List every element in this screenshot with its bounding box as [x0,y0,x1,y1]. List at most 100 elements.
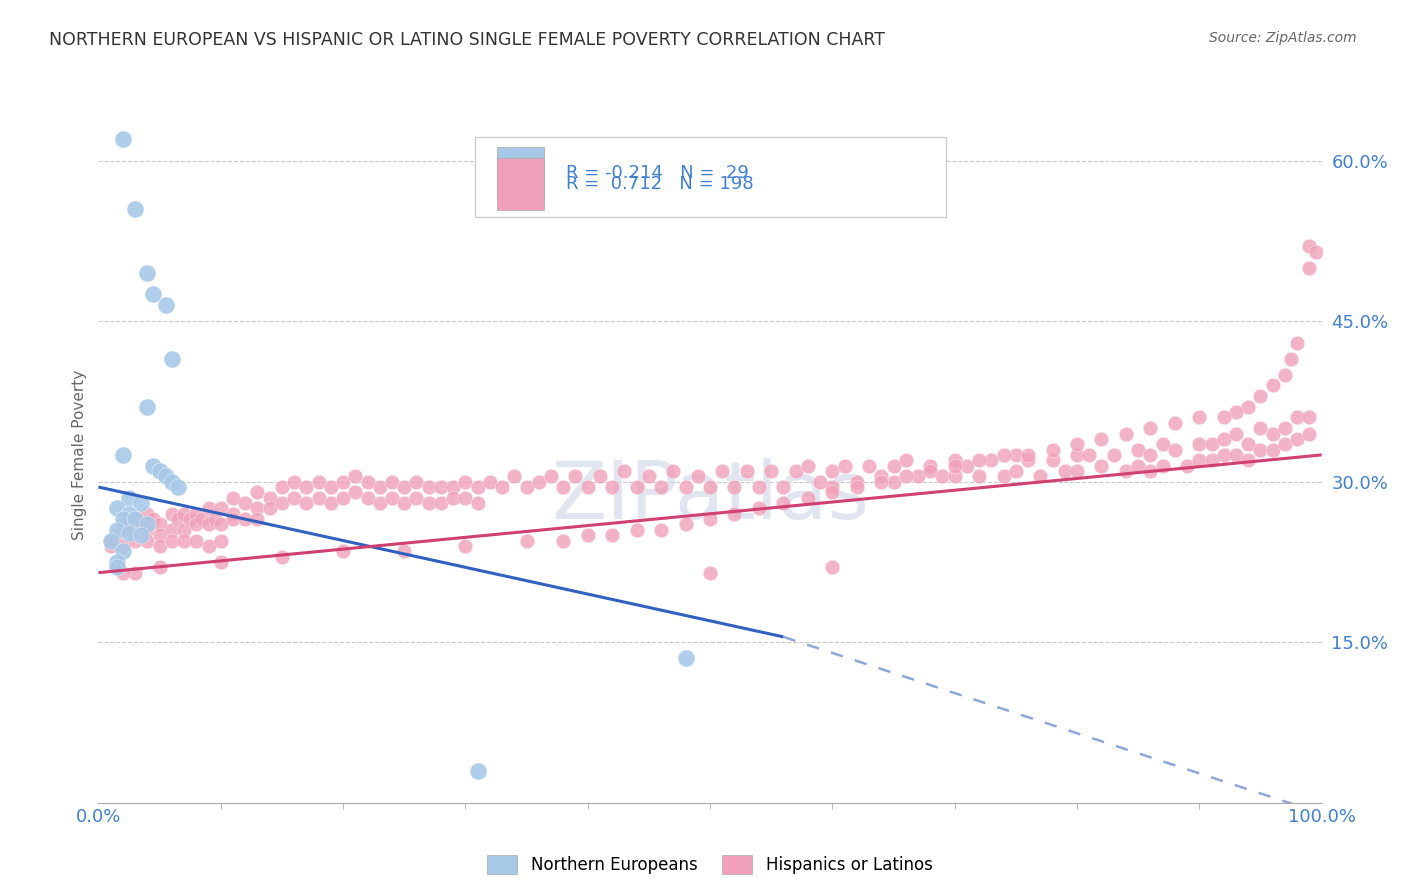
Point [124,202,146,216]
Point [1004,448,1026,462]
Point [711,464,734,478]
Point [821,485,844,500]
Text: Source: ZipAtlas.com: Source: ZipAtlas.com [1209,31,1357,45]
Point [821,464,844,478]
Point [943,453,966,467]
Point [637,469,661,483]
Point [197,517,219,532]
Point [1286,335,1309,350]
Point [1152,458,1174,473]
Point [1175,458,1198,473]
Point [105,560,128,574]
Point [319,480,342,494]
Point [1249,421,1271,435]
Point [308,491,330,505]
Point [124,512,146,526]
Point [1274,368,1296,382]
Point [149,528,172,542]
Point [295,496,318,510]
Point [100,533,122,548]
Point [105,501,128,516]
Point [344,485,367,500]
Point [467,480,489,494]
Point [259,501,281,516]
Point [870,469,893,483]
Point [1212,448,1234,462]
Point [136,517,159,532]
Point [1115,464,1137,478]
Point [1225,448,1247,462]
Point [179,512,201,526]
FancyBboxPatch shape [475,137,946,217]
Point [553,480,575,494]
Point [392,480,416,494]
Point [1305,244,1327,259]
Point [967,469,990,483]
Point [723,480,745,494]
Point [118,507,141,521]
Point [515,480,537,494]
Point [129,517,152,532]
Y-axis label: Single Female Poverty: Single Female Poverty [72,370,87,540]
Point [1201,437,1223,451]
Point [111,517,134,532]
Point [222,507,245,521]
Point [270,496,294,510]
Point [626,523,648,537]
Point [650,523,672,537]
Point [111,566,134,580]
Point [723,507,745,521]
Point [808,475,831,489]
Point [821,560,844,574]
Point [270,549,294,564]
Point [233,512,256,526]
Point [441,480,464,494]
Point [454,475,477,489]
Point [894,469,917,483]
Point [956,458,979,473]
Point [167,512,190,526]
Point [332,475,354,489]
Point [1298,426,1320,441]
Point [1225,426,1247,441]
Point [1279,351,1302,366]
Point [1029,469,1052,483]
Point [368,480,391,494]
Point [1066,437,1088,451]
Point [283,475,305,489]
FancyBboxPatch shape [498,147,544,200]
Point [295,480,318,494]
Point [1042,442,1064,457]
Point [797,458,820,473]
Point [1139,464,1161,478]
Point [1298,260,1320,275]
Point [186,517,208,532]
Point [491,480,513,494]
Point [613,464,636,478]
Point [118,491,141,505]
Point [772,480,794,494]
Point [100,533,122,548]
Legend: Northern Europeans, Hispanics or Latinos: Northern Europeans, Hispanics or Latinos [488,855,932,874]
Point [1237,400,1260,414]
Point [920,458,942,473]
Point [478,475,501,489]
Point [1261,426,1284,441]
Point [467,496,489,510]
Point [600,528,623,542]
Point [118,526,141,541]
Point [1212,432,1234,446]
Point [197,539,219,553]
Point [270,480,294,494]
Point [1286,410,1309,425]
Point [405,475,427,489]
Point [111,448,134,462]
Point [454,491,477,505]
Point [167,480,190,494]
Point [1212,410,1234,425]
Point [1274,437,1296,451]
Point [980,453,1002,467]
Point [699,512,721,526]
Point [418,496,440,510]
Point [1078,448,1101,462]
